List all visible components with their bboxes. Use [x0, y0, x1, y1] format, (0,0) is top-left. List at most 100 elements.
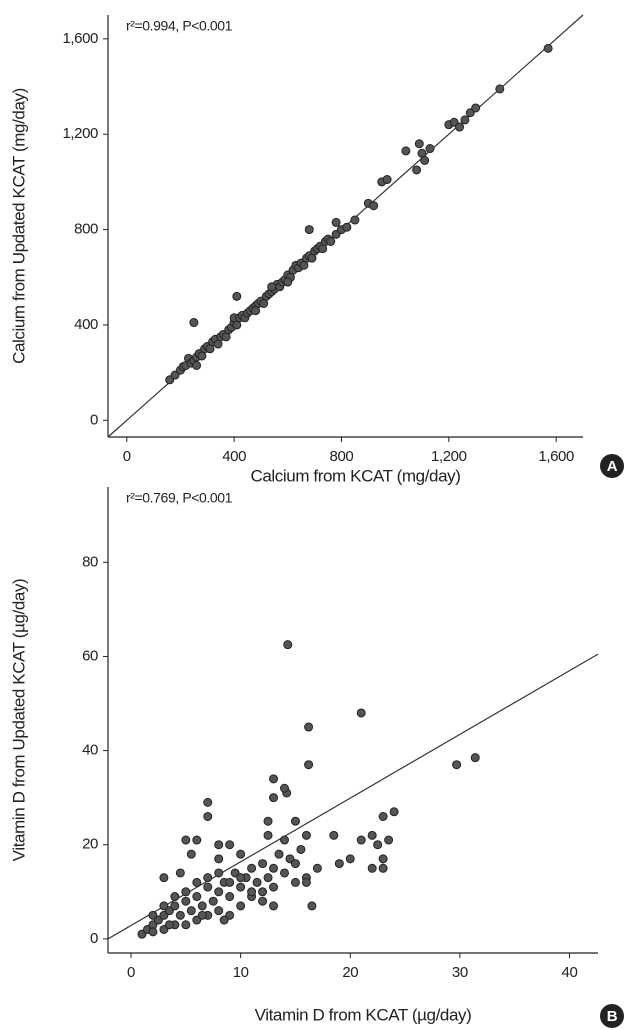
y-tick-label: 20 [82, 836, 98, 853]
point [203, 873, 213, 883]
point [181, 920, 191, 930]
point [164, 920, 174, 930]
point [269, 863, 279, 873]
y-tick-label: 800 [74, 221, 98, 238]
point [258, 859, 268, 869]
point [148, 927, 158, 937]
point [543, 43, 553, 53]
point [367, 830, 377, 840]
point [192, 877, 202, 887]
point [192, 835, 202, 845]
point [236, 849, 246, 859]
point [192, 360, 202, 370]
point [373, 840, 383, 850]
point [189, 318, 199, 328]
point [279, 868, 289, 878]
point [414, 139, 424, 149]
point [389, 807, 399, 817]
point [247, 887, 257, 897]
y-tick-label: 1,200 [62, 125, 98, 142]
point [214, 906, 224, 916]
point [425, 144, 435, 154]
point [263, 873, 273, 883]
point [329, 830, 339, 840]
point [214, 868, 224, 878]
point [232, 291, 242, 301]
point [252, 877, 262, 887]
point [279, 835, 289, 845]
point [283, 277, 293, 287]
point [274, 849, 284, 859]
y-tick-label: 0 [90, 930, 98, 947]
point [186, 849, 196, 859]
point [197, 901, 207, 911]
point [208, 896, 218, 906]
annotation: r²=0.769, P<0.001 [126, 490, 233, 506]
point [382, 175, 392, 185]
point [350, 215, 360, 225]
point [452, 760, 462, 770]
point [219, 915, 229, 925]
point [301, 877, 311, 887]
point [495, 84, 505, 94]
point [296, 844, 306, 854]
y-tick-label: 60 [82, 647, 98, 664]
annotation: r²=0.994, P<0.001 [126, 18, 233, 34]
point [384, 835, 394, 845]
point [263, 816, 273, 826]
point [214, 840, 224, 850]
y-tick-label: 40 [82, 742, 98, 759]
y-axis-title: Vitamin D from Updated KCAT (µg/day) [9, 579, 28, 862]
x-tick-label: 20 [342, 964, 358, 981]
point [334, 859, 344, 869]
x-tick-label: 40 [562, 964, 578, 981]
x-tick-label: 0 [127, 964, 135, 981]
point [301, 830, 311, 840]
point [304, 722, 314, 732]
point [378, 863, 388, 873]
point [304, 225, 314, 235]
x-axis-title: Vitamin D from KCAT (µg/day) [255, 1005, 472, 1024]
point [283, 640, 293, 650]
point [159, 873, 169, 883]
point [356, 835, 366, 845]
point [203, 797, 213, 807]
point [263, 830, 273, 840]
point [192, 892, 202, 902]
y-axis-title: Calcium from Updated KCAT (mg/day) [9, 88, 28, 364]
point [197, 910, 207, 920]
point [186, 906, 196, 916]
y-tick-label: 400 [74, 316, 98, 333]
y-tick-label: 0 [90, 411, 98, 428]
panel-letter: A [607, 458, 618, 475]
point [159, 901, 169, 911]
y-tick-label: 80 [82, 553, 98, 570]
point [369, 201, 379, 211]
point [290, 816, 300, 826]
point [181, 887, 191, 897]
point [471, 103, 481, 113]
point [236, 873, 246, 883]
point [460, 115, 470, 125]
x-tick-label: 1,600 [538, 448, 574, 465]
point [345, 854, 355, 864]
point [181, 896, 191, 906]
point [455, 122, 465, 132]
x-axis-title: Calcium from KCAT (mg/day) [250, 466, 460, 485]
point [290, 877, 300, 887]
point [225, 877, 235, 887]
point [356, 708, 366, 718]
point [420, 155, 430, 165]
point [401, 146, 411, 156]
panel-letter: B [607, 1008, 618, 1025]
x-tick-label: 1,200 [431, 448, 467, 465]
point [258, 896, 268, 906]
point [214, 854, 224, 864]
point [331, 217, 341, 227]
panel-badge [600, 454, 624, 478]
point [378, 811, 388, 821]
point [225, 892, 235, 902]
point [269, 774, 279, 784]
